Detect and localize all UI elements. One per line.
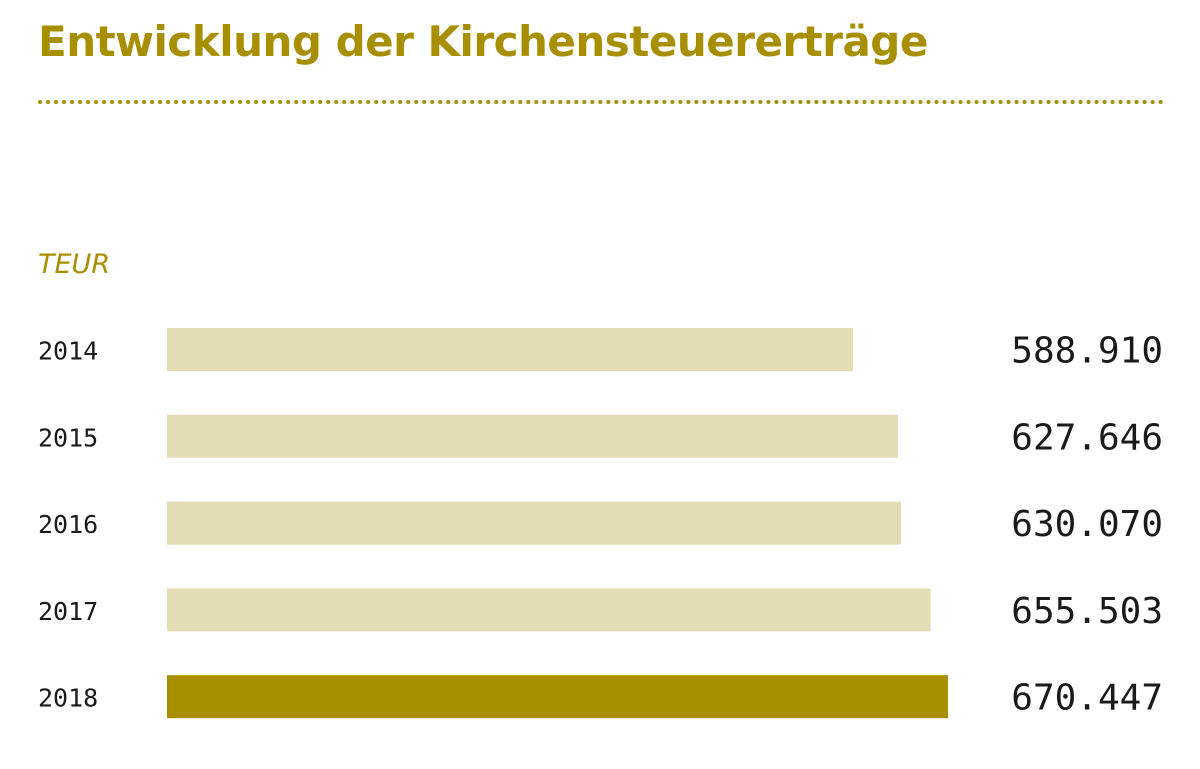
value-label-2017: 655.503: [1011, 591, 1163, 632]
category-label-2014: 2014: [38, 337, 98, 366]
bar-2016: [167, 501, 901, 545]
category-label-2015: 2015: [38, 423, 98, 452]
value-label-2014: 588.910: [1011, 331, 1163, 372]
value-label-2016: 630.070: [1011, 504, 1163, 545]
category-label-2018: 2018: [38, 684, 98, 713]
unit-label: TEUR: [38, 249, 111, 280]
category-label-2016: 2016: [38, 510, 98, 539]
bar-2017: [167, 588, 931, 632]
chart-title: Entwicklung der Kirchensteuererträge: [38, 17, 928, 66]
value-label-2018: 670.447: [1011, 678, 1163, 719]
bar-2018: [167, 675, 948, 719]
bar-2014: [167, 328, 854, 371]
value-label-2015: 627.646: [1011, 417, 1163, 458]
bar-2015: [167, 414, 899, 458]
category-label-2017: 2017: [38, 597, 98, 626]
title-divider: [38, 100, 1164, 104]
